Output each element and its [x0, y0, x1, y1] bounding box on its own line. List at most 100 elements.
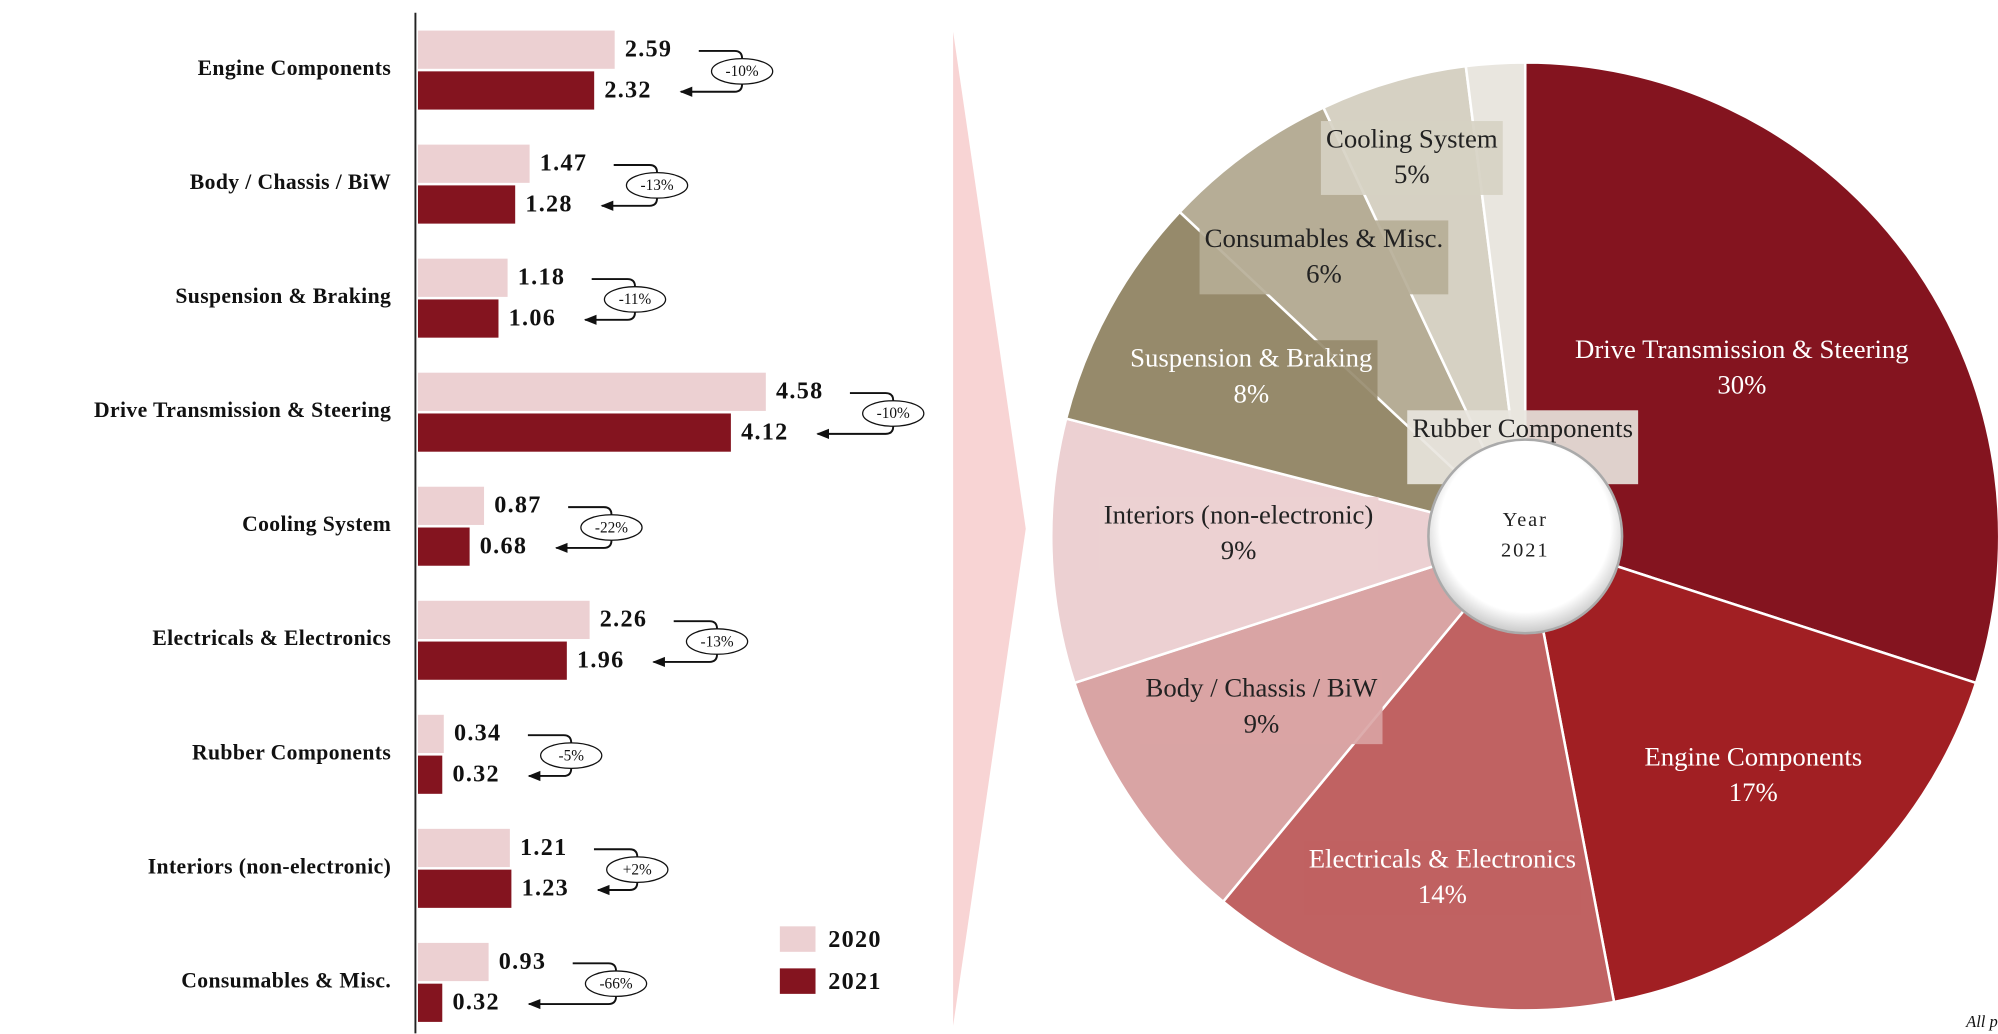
category-label: Rubber Components [192, 740, 391, 764]
category-label: Electricals & Electronics [152, 626, 391, 650]
bar-chart: Engine Components 2.59 2.32 -10% Body / Chas… [94, 30, 925, 1022]
change-label: -5% [558, 747, 584, 764]
legend-swatch [779, 926, 816, 952]
pie-label: Rubber Components [1412, 413, 1633, 443]
value-label: 0.68 [480, 532, 527, 559]
pie-label-box [1125, 340, 1378, 415]
bar [417, 30, 615, 69]
bar [417, 71, 595, 110]
value-label: 1.47 [540, 150, 587, 177]
bar [417, 983, 443, 1022]
change-badge [584, 970, 648, 998]
change-badge [625, 172, 689, 199]
pie-slice [1523, 61, 1998, 685]
category-label: Body / Chassis / BiW [190, 170, 391, 194]
pie-value-label: 14% [1418, 879, 1467, 909]
bar [417, 600, 590, 640]
pie-label-box [1140, 670, 1383, 745]
category-label: Interiors (non-electronic) [148, 854, 391, 878]
change-badge [539, 742, 603, 769]
change-label: -11% [619, 291, 652, 308]
center-hole [1427, 438, 1624, 635]
value-label: 0.93 [499, 948, 546, 975]
change-label: -13% [640, 177, 673, 194]
value-label: 0.32 [452, 761, 499, 788]
category-label: Consumables & Misc. [181, 968, 391, 992]
category-label: Engine Components [198, 56, 392, 80]
pie-value-label: 9% [1244, 708, 1280, 738]
value-label: 1.96 [577, 646, 624, 673]
bar [417, 486, 485, 525]
pie-label: Suspension & Braking [1130, 343, 1372, 373]
bar [417, 942, 489, 982]
bar [417, 755, 443, 794]
pie-label-box [1199, 220, 1449, 295]
change-label: +2% [623, 861, 652, 878]
pie-label: Consumables & Misc. [1205, 223, 1444, 253]
pie-value-label: 17% [1729, 777, 1778, 807]
legend-label: 2020 [828, 926, 881, 953]
change-label: -10% [877, 405, 910, 422]
change-badge [862, 400, 925, 427]
bar [417, 413, 731, 452]
value-label: 1.06 [509, 304, 556, 331]
pie-slice [1523, 534, 1978, 1004]
change-label: -10% [726, 63, 759, 80]
bar [417, 258, 508, 297]
change-label: -22% [595, 519, 628, 536]
pie-value-label: 30% [1717, 369, 1766, 399]
change-badge [685, 628, 749, 655]
pie-label: Drive Transmission & Steering [1575, 334, 1909, 364]
pie-label: Cooling System [1326, 124, 1498, 154]
value-label: 0.32 [452, 989, 499, 1016]
footnote: All periods mentioned are FY [1965, 1012, 1998, 1031]
bar [417, 144, 530, 183]
value-label: 2.59 [625, 36, 672, 63]
value-label: 4.12 [741, 418, 788, 445]
change-label: -13% [700, 633, 733, 650]
pie-chart: Drive Transmission & Steering 30% Engine C… [1050, 61, 1998, 1012]
pie-label: Electricals & Electronics [1309, 843, 1576, 873]
value-label: 2.32 [604, 76, 651, 103]
pie-label-box [1320, 121, 1503, 195]
bar [417, 828, 510, 868]
change-badge [603, 286, 667, 313]
bar [417, 185, 516, 224]
bar [417, 869, 512, 908]
pie-value-label: 9% [1221, 535, 1257, 565]
center-label: Year [1503, 509, 1548, 531]
pie-label: Interiors (non-electronic) [1104, 499, 1374, 529]
legend-label: 2021 [828, 968, 881, 995]
value-label: 0.87 [494, 492, 541, 519]
divider-chevron [953, 31, 1026, 1026]
category-label: Drive Transmission & Steering [94, 398, 391, 422]
pie-label-box [1098, 496, 1379, 571]
value-label: 2.26 [600, 606, 647, 633]
change-badge [710, 57, 774, 85]
pie-value-label: 5% [1394, 159, 1430, 189]
legend-swatch [779, 968, 816, 994]
pie-label-box [1303, 840, 1582, 915]
category-label: Cooling System [242, 512, 391, 536]
pie-value-label: 6% [1306, 259, 1342, 289]
pie-label: Body / Chassis / BiW [1146, 673, 1379, 703]
pie-value-label: 8% [1233, 378, 1269, 408]
bar [417, 714, 444, 754]
center-label: 2021 [1501, 539, 1549, 561]
value-label: 1.28 [525, 190, 572, 217]
change-badge [606, 856, 669, 884]
value-label: 1.18 [518, 264, 565, 291]
category-label: Suspension & Braking [175, 284, 391, 308]
change-badge [580, 514, 643, 541]
value-label: 4.58 [776, 378, 823, 405]
bar [417, 527, 470, 566]
value-label: 0.34 [454, 720, 501, 747]
value-label: 1.21 [520, 834, 567, 861]
change-label: -66% [599, 975, 632, 992]
bar [417, 299, 499, 338]
pie-label: Engine Components [1644, 742, 1862, 772]
value-label: 1.23 [522, 875, 569, 902]
bar [417, 372, 766, 411]
bar [417, 641, 567, 680]
